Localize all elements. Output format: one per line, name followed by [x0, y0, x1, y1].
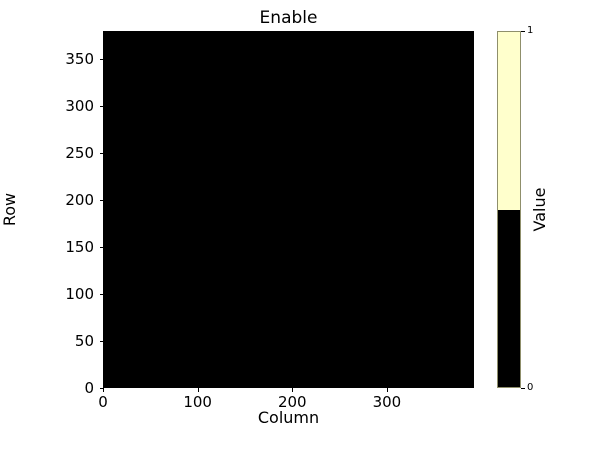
y-tick-label: 100	[65, 285, 94, 304]
y-tick-label: 350	[65, 50, 94, 69]
x-axis-label: Column	[257, 408, 320, 427]
y-tick-label: 50	[74, 332, 94, 351]
chart-title: Enable	[259, 8, 318, 28]
y-tick-mark	[99, 341, 103, 343]
y-tick-label: 300	[65, 97, 94, 116]
colorbar	[497, 31, 521, 388]
x-tick-mark	[197, 388, 199, 392]
x-tick-label: 300	[372, 393, 402, 411]
y-tick-mark	[99, 388, 103, 389]
heatmap-canvas	[103, 31, 474, 388]
colorbar-label: Value	[530, 187, 549, 232]
y-tick-mark	[99, 294, 103, 296]
x-tick-mark	[103, 388, 104, 392]
colorbar-tick-mark	[521, 388, 525, 389]
y-tick-mark	[99, 247, 103, 249]
y-tick-mark	[99, 200, 103, 202]
y-tick-label: 250	[65, 144, 94, 163]
colorbar-segment-low	[498, 209, 520, 387]
x-tick-label: 200	[277, 393, 307, 411]
y-tick-mark	[99, 153, 103, 155]
x-tick-label: 100	[183, 393, 212, 411]
y-tick-mark	[99, 59, 103, 61]
x-tick-mark	[386, 388, 388, 392]
colorbar-segment-high	[498, 32, 520, 210]
y-axis-label: Row	[0, 192, 19, 227]
y-tick-mark	[99, 106, 103, 108]
x-tick-label: 0	[98, 393, 108, 411]
y-tick-label: 150	[65, 238, 94, 257]
x-tick-mark	[292, 388, 294, 392]
heatmap-image	[103, 31, 474, 388]
y-tick-label: 200	[65, 191, 94, 210]
colorbar-tick-mark	[521, 31, 525, 32]
y-tick-label: 0	[84, 379, 94, 397]
colorbar-tick-label: 1	[527, 25, 534, 36]
colorbar-tick-label: 0	[527, 382, 534, 393]
heatmap-axes	[103, 31, 474, 388]
